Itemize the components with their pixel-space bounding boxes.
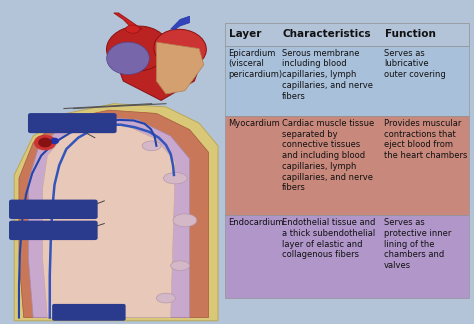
Ellipse shape bbox=[107, 42, 149, 75]
Polygon shape bbox=[19, 110, 209, 318]
Text: Serves as
lubricative
outer covering: Serves as lubricative outer covering bbox=[384, 49, 446, 79]
FancyBboxPatch shape bbox=[9, 200, 98, 219]
Polygon shape bbox=[114, 13, 142, 29]
Text: Myocardium: Myocardium bbox=[228, 119, 280, 128]
Text: Cardiac muscle tissue
separated by
connective tissues
and including blood
capill: Cardiac muscle tissue separated by conne… bbox=[282, 119, 374, 192]
Text: Epicardium
(visceral
pericardium): Epicardium (visceral pericardium) bbox=[228, 49, 282, 79]
Polygon shape bbox=[114, 55, 204, 100]
Text: Endothelial tissue and
a thick subendothelial
layer of elastic and
collagenous f: Endothelial tissue and a thick subendoth… bbox=[282, 218, 375, 259]
Text: Endocardium: Endocardium bbox=[228, 218, 283, 227]
Text: Characteristics: Characteristics bbox=[283, 29, 371, 39]
Circle shape bbox=[35, 135, 55, 150]
Ellipse shape bbox=[142, 141, 161, 151]
FancyBboxPatch shape bbox=[28, 113, 117, 133]
FancyBboxPatch shape bbox=[225, 215, 469, 298]
Ellipse shape bbox=[154, 29, 206, 68]
FancyBboxPatch shape bbox=[225, 46, 469, 116]
Ellipse shape bbox=[156, 293, 175, 303]
Text: Function: Function bbox=[385, 29, 436, 39]
Polygon shape bbox=[171, 16, 190, 29]
Polygon shape bbox=[43, 123, 175, 318]
Text: Layer: Layer bbox=[229, 29, 261, 39]
Ellipse shape bbox=[126, 25, 140, 33]
Ellipse shape bbox=[173, 214, 197, 227]
Text: Serous membrane
including blood
capillaries, lymph
capillaries, and nerve
fibers: Serous membrane including blood capillar… bbox=[282, 49, 373, 101]
Circle shape bbox=[51, 138, 58, 144]
Ellipse shape bbox=[171, 261, 190, 271]
Polygon shape bbox=[28, 117, 190, 318]
FancyBboxPatch shape bbox=[9, 221, 98, 240]
FancyBboxPatch shape bbox=[52, 304, 126, 321]
Polygon shape bbox=[156, 42, 204, 94]
Text: Serves as
protective inner
lining of the
chambers and
valves: Serves as protective inner lining of the… bbox=[384, 218, 452, 270]
Polygon shape bbox=[14, 104, 218, 321]
Circle shape bbox=[39, 138, 51, 147]
FancyBboxPatch shape bbox=[225, 116, 469, 215]
Ellipse shape bbox=[107, 26, 168, 71]
Text: Provides muscular
contractions that
eject blood from
the heart chambers: Provides muscular contractions that ejec… bbox=[384, 119, 467, 160]
Ellipse shape bbox=[164, 172, 187, 184]
FancyBboxPatch shape bbox=[225, 23, 469, 46]
